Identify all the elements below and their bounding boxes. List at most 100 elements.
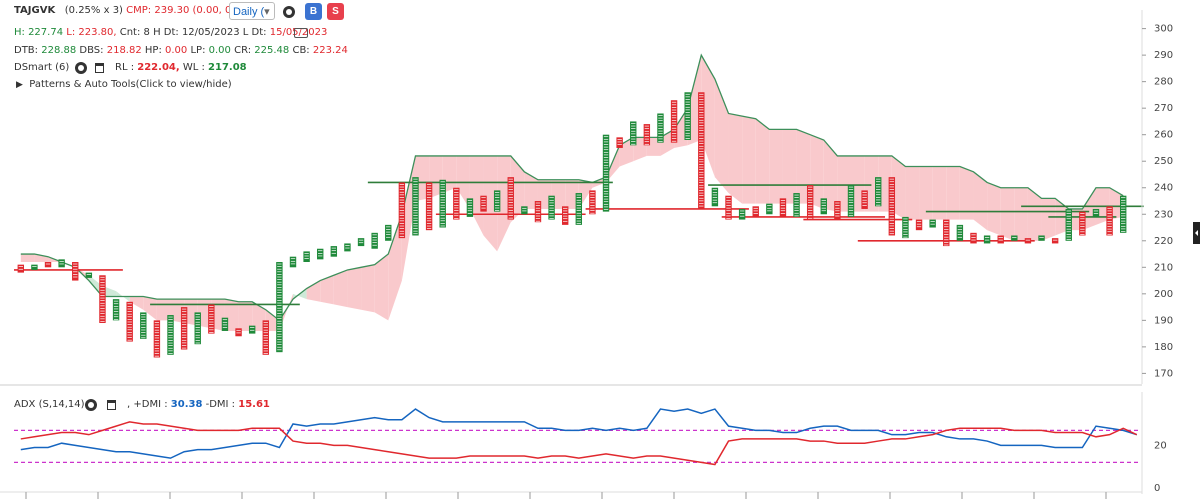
indicator-settings-gear-icon[interactable] <box>75 62 87 74</box>
column-body <box>534 201 542 223</box>
column-body <box>738 208 746 220</box>
pnf-o-column <box>126 301 133 342</box>
settings-gear-icon[interactable] <box>283 6 295 18</box>
pnf-x-column <box>466 198 474 217</box>
column-body <box>711 187 719 207</box>
column-body <box>1106 206 1113 236</box>
dbs-value: 218.82 <box>106 45 142 56</box>
pnf-o-column <box>643 124 651 146</box>
column-body <box>820 198 827 215</box>
column-body <box>507 177 514 220</box>
cr-label: CR: <box>234 45 252 56</box>
pnf-x-column <box>521 206 528 215</box>
column-body <box>1038 235 1045 241</box>
column-body <box>303 251 310 262</box>
column-body <box>357 238 365 247</box>
timeframe-select[interactable]: Daily (▾ <box>229 2 275 20</box>
column-body <box>684 92 691 140</box>
cloud-segment <box>252 301 266 331</box>
header-line-4-levels: RL : 222.04, WL : 217.08 <box>115 62 247 73</box>
column-body <box>521 206 528 215</box>
cloud-segment <box>932 166 947 220</box>
price-tick-label: 240 <box>1154 183 1173 194</box>
patterns-toggle[interactable]: ▶ Patterns & Auto Tools(Click to view/hi… <box>16 79 232 90</box>
cloud-segment <box>959 166 974 220</box>
column-body <box>153 320 161 358</box>
pnf-x-column <box>344 243 351 252</box>
pnf-o-column <box>153 320 161 358</box>
column-body <box>208 304 215 334</box>
buy-button[interactable]: B <box>305 3 322 20</box>
chevron-down-icon: ▾ <box>264 6 270 18</box>
price-tick-label: 170 <box>1154 368 1173 379</box>
adx-delete-trash-icon[interactable] <box>107 400 116 410</box>
cloud-segment <box>810 134 824 209</box>
column-body <box>140 312 147 339</box>
column-body <box>847 185 855 217</box>
column-body <box>1079 211 1086 236</box>
plus-dmi-line <box>20 408 1138 459</box>
cloud-upper-line <box>20 53 1124 322</box>
column-body <box>58 259 65 268</box>
adx-panel <box>14 408 1140 466</box>
mdmi-value: 15.61 <box>238 399 270 410</box>
pnf-o-column <box>534 201 542 223</box>
column-body <box>412 177 419 236</box>
adx-settings-gear-icon[interactable] <box>85 399 97 411</box>
cloud-segment <box>851 155 865 212</box>
pnf-x-column <box>31 264 38 270</box>
column-body <box>806 185 814 220</box>
pnf-o-column <box>888 177 896 236</box>
column-body <box>17 264 25 273</box>
mdmi-label: -DMI : <box>205 399 236 410</box>
cloud-segment <box>1000 187 1015 241</box>
column-body <box>725 195 732 220</box>
column-body <box>548 195 555 220</box>
column-body <box>180 307 188 350</box>
comment-icon[interactable] <box>294 28 308 38</box>
price-tick-label: 280 <box>1154 77 1173 88</box>
adx-tick-label: 20 <box>1154 440 1167 451</box>
cloud-segment <box>497 155 511 252</box>
pnf-x-column <box>738 208 746 220</box>
timeframe-value: Daily ( <box>233 6 265 18</box>
side-panel-toggle[interactable] <box>1193 222 1200 244</box>
pnf-x-column <box>112 299 120 321</box>
column-body <box>861 190 868 209</box>
price-tick-label: 300 <box>1154 24 1173 35</box>
pnf-o-column <box>670 100 678 143</box>
cloud-segment <box>197 299 212 329</box>
cloud-segment <box>347 267 362 310</box>
cloud-layer <box>20 53 1124 331</box>
pnf-o-column <box>997 235 1004 244</box>
indicator-delete-trash-icon[interactable] <box>95 63 104 73</box>
pnf-x-column <box>902 216 909 239</box>
adx-tick-label: 0 <box>1154 483 1160 494</box>
hp-label: HP: <box>144 45 162 56</box>
column-body <box>698 92 705 209</box>
header-line-1: TAJGVK (0.25% x 3) CMP: 239.30 (0.00, 0.… <box>14 5 261 16</box>
column-body <box>956 224 964 241</box>
cloud-segment <box>401 155 416 281</box>
price-tick-label: 290 <box>1154 50 1173 61</box>
sell-button[interactable]: S <box>327 3 344 20</box>
cloud-segment <box>1027 187 1042 241</box>
pnf-x-column <box>303 251 310 262</box>
cloud-segment <box>578 179 593 209</box>
column-body <box>875 177 882 207</box>
column-body <box>1119 195 1127 233</box>
column-body <box>248 325 256 334</box>
adx-sep: , <box>127 399 131 410</box>
column-body <box>44 262 52 268</box>
pnf-x-column <box>276 262 283 353</box>
rl-label: RL : <box>115 62 135 73</box>
cloud-segment <box>429 155 443 199</box>
cloud-segment <box>361 264 375 313</box>
pdmi-label: +DMI : <box>133 399 168 410</box>
pnf-x-column <box>602 134 610 212</box>
header-line-4: DSmart (6) <box>14 62 69 73</box>
column-body <box>385 224 392 241</box>
column-body <box>72 262 79 281</box>
cloud-segment <box>102 285 117 297</box>
